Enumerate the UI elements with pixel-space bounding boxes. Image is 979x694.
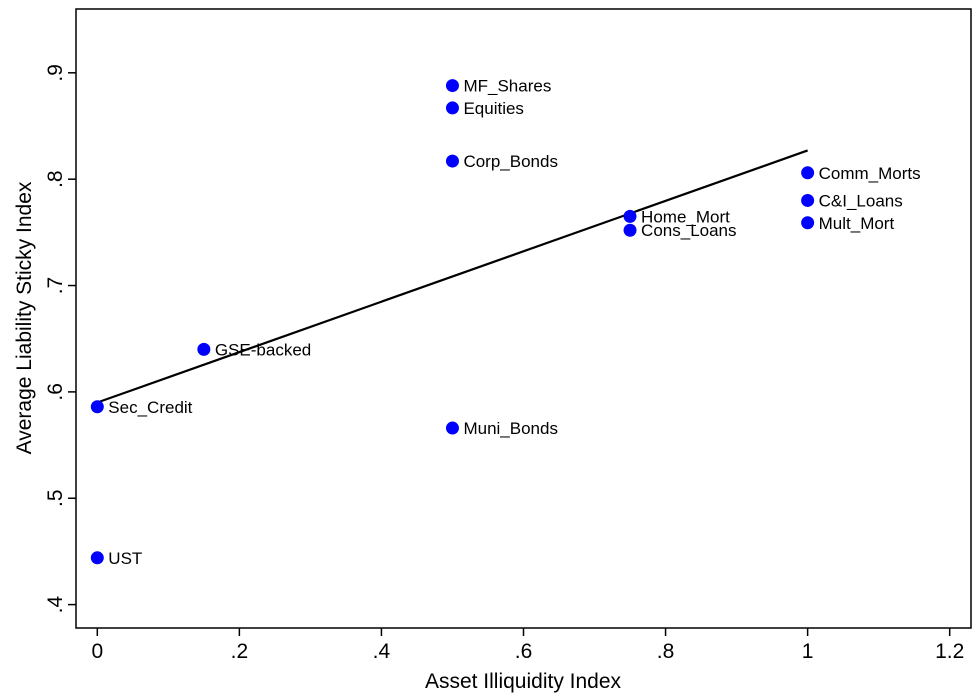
data-point xyxy=(623,209,637,223)
fit-line xyxy=(96,149,808,404)
x-tick-label: 1.2 xyxy=(935,640,964,663)
point-label: UST xyxy=(108,549,142,568)
point-label: GSE-backed xyxy=(215,340,311,359)
x-tick-label: .2 xyxy=(231,640,249,663)
data-point xyxy=(445,79,459,93)
y-tick-label: .6 xyxy=(44,383,67,401)
data-point xyxy=(801,193,815,207)
data-point xyxy=(801,216,815,230)
y-tick-label: .8 xyxy=(44,170,67,188)
point-label: Mult_Mort xyxy=(819,214,895,233)
y-tick-label: .9 xyxy=(44,64,67,82)
y-tick-label: .4 xyxy=(44,596,67,614)
point-label: Home_Mort xyxy=(641,207,730,226)
data-point xyxy=(445,101,459,115)
point-label: Corp_Bonds xyxy=(463,152,558,171)
fit-line-layer xyxy=(96,149,808,404)
point-label: Muni_Bonds xyxy=(463,419,558,438)
point-label: Cons_Loans xyxy=(641,221,736,240)
point-label: MF_Shares xyxy=(463,77,551,96)
y-tick-label: .5 xyxy=(44,489,67,507)
data-point xyxy=(445,154,459,168)
x-axis: 0 .2 .4 .6 .8 1 1.2 xyxy=(91,628,964,663)
plot-frame xyxy=(75,8,972,629)
data-point xyxy=(623,223,637,237)
x-axis-title: Asset Illiquidity Index xyxy=(425,670,622,693)
data-point xyxy=(90,400,104,414)
y-axis-title: Average Liability Sticky Index xyxy=(13,181,36,454)
points-layer: MF_Shares Equities Corp_Bonds Comm_Morts C&I… xyxy=(90,77,921,568)
x-tick-label: 0 xyxy=(91,640,103,663)
point-label: Comm_Morts xyxy=(819,164,921,183)
data-point xyxy=(90,551,104,565)
point-label: C&I_Loans xyxy=(819,191,903,210)
y-axis: .4 .5 .6 .7 .8 .9 xyxy=(44,64,76,613)
x-tick-label: .8 xyxy=(657,640,675,663)
x-tick-label: .6 xyxy=(515,640,533,663)
data-point xyxy=(445,421,459,435)
x-tick-label: 1 xyxy=(802,640,814,663)
data-point xyxy=(801,166,815,180)
point-label: Sec_Credit xyxy=(108,398,192,417)
data-point xyxy=(197,342,211,356)
point-label: Equities xyxy=(463,99,523,118)
y-tick-label: .7 xyxy=(44,277,67,295)
x-tick-label: .4 xyxy=(373,640,391,663)
